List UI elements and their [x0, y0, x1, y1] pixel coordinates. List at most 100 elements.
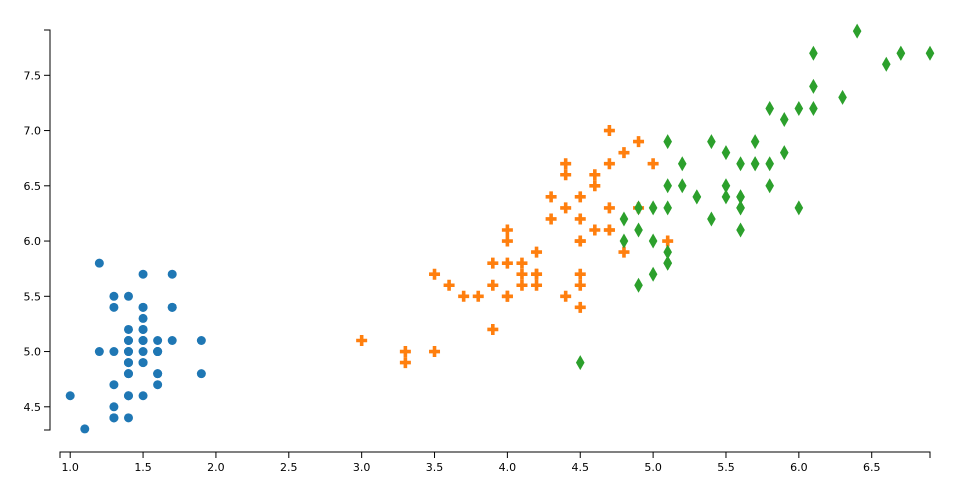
point: [677, 178, 687, 194]
point: [618, 246, 630, 258]
point: [634, 277, 643, 293]
point: [356, 334, 368, 346]
point: [663, 200, 672, 216]
point: [765, 100, 774, 116]
point: [545, 191, 557, 203]
point: [196, 369, 206, 379]
x-tick-label: 3.5: [426, 461, 444, 474]
point: [138, 324, 148, 334]
y-tick-label: 5.5: [24, 290, 42, 303]
point: [794, 100, 804, 116]
x-tick-label: 6.0: [790, 461, 808, 474]
point: [429, 268, 441, 280]
point: [109, 291, 119, 301]
point: [603, 125, 615, 137]
point: [809, 100, 818, 116]
point: [634, 222, 643, 238]
point: [531, 268, 543, 280]
point: [663, 134, 672, 150]
point: [634, 200, 643, 216]
point: [721, 145, 731, 161]
point: [925, 45, 935, 61]
point: [80, 424, 90, 434]
point: [721, 189, 731, 205]
point: [663, 178, 672, 194]
point: [692, 189, 702, 205]
point: [138, 335, 148, 345]
point: [589, 169, 601, 181]
point: [94, 347, 104, 357]
point: [487, 279, 499, 291]
point: [809, 45, 818, 61]
point: [109, 413, 119, 423]
point: [881, 56, 891, 72]
point: [779, 145, 789, 161]
point: [153, 380, 163, 390]
point: [574, 301, 586, 313]
point: [167, 335, 177, 345]
point: [618, 147, 630, 159]
point: [662, 235, 674, 247]
point: [138, 391, 148, 401]
y-tick-label: 7.5: [24, 69, 42, 82]
point: [516, 279, 528, 291]
y-tick-label: 6.5: [24, 180, 42, 193]
point: [736, 222, 745, 238]
point: [619, 233, 629, 249]
point: [472, 290, 484, 302]
point: [138, 347, 148, 357]
point: [707, 134, 716, 150]
x-tick-label: 4.5: [572, 461, 590, 474]
x-tick-label: 3.0: [353, 461, 371, 474]
point: [794, 200, 804, 216]
point: [531, 246, 543, 258]
point: [750, 134, 760, 150]
point: [123, 347, 133, 357]
x-tick-label: 1.0: [61, 461, 79, 474]
y-axis-line: [44, 29, 51, 431]
point: [167, 269, 177, 279]
point: [443, 279, 455, 291]
x-tick-label: 5.0: [644, 461, 662, 474]
point: [399, 346, 411, 358]
point: [603, 158, 615, 170]
point: [575, 355, 585, 371]
x-tick-label: 6.5: [863, 461, 881, 474]
point: [648, 266, 658, 282]
point: [603, 224, 615, 236]
point: [574, 268, 586, 280]
point: [138, 313, 148, 323]
point: [501, 290, 513, 302]
x-tick-label: 1.5: [134, 461, 152, 474]
point: [123, 335, 133, 345]
point: [574, 279, 586, 291]
point: [603, 202, 615, 214]
point: [779, 112, 789, 128]
point: [123, 324, 133, 334]
point: [153, 369, 163, 379]
point: [487, 257, 499, 269]
y-tick-label: 5.0: [24, 346, 42, 359]
point: [196, 335, 206, 345]
point: [707, 211, 716, 227]
point: [647, 158, 659, 170]
point: [663, 244, 672, 260]
point: [153, 347, 163, 357]
point: [721, 178, 731, 194]
x-axis-line: [59, 451, 931, 458]
point: [94, 258, 104, 268]
point: [138, 302, 148, 312]
point: [619, 211, 629, 227]
point: [852, 23, 862, 39]
point: [153, 335, 163, 345]
point: [736, 200, 745, 216]
y-tick-label: 6.0: [24, 235, 42, 248]
point: [574, 213, 586, 225]
point: [560, 290, 572, 302]
point: [516, 268, 528, 280]
x-tick-label: 5.5: [717, 461, 735, 474]
point: [109, 347, 119, 357]
point: [633, 136, 645, 148]
